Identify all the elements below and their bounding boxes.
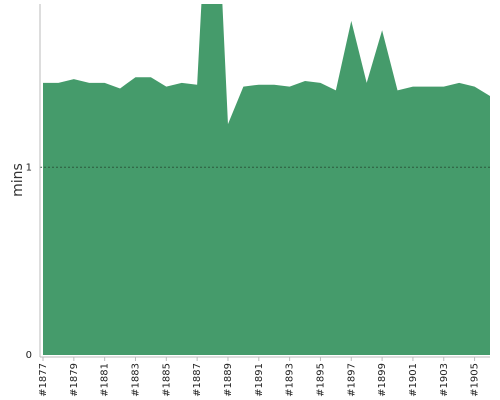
x-tick-label: #1893 <box>285 363 296 397</box>
x-tick-label: #1877 <box>38 363 49 397</box>
x-tick-label: #1901 <box>408 363 419 397</box>
x-tick-label: #1897 <box>346 363 357 397</box>
x-tick-label: #1887 <box>192 363 203 397</box>
y-tick-label: 0 <box>26 350 32 361</box>
y-tick-label: 1 <box>26 162 32 173</box>
y-axis-label: mins <box>10 163 26 197</box>
x-tick-label: #1885 <box>161 363 172 397</box>
x-tick-label: #1895 <box>315 363 326 397</box>
x-tick-label: #1905 <box>470 363 481 397</box>
x-tick-label: #1889 <box>223 363 234 397</box>
x-tick-label: #1899 <box>377 363 388 397</box>
x-tick-label: #1891 <box>254 363 265 397</box>
area <box>43 4 490 355</box>
x-tick-label: #1903 <box>439 363 450 397</box>
x-tick-label: #1879 <box>69 363 80 397</box>
x-tick-label: #1881 <box>100 363 111 397</box>
x-tick-label: #1883 <box>130 363 141 397</box>
